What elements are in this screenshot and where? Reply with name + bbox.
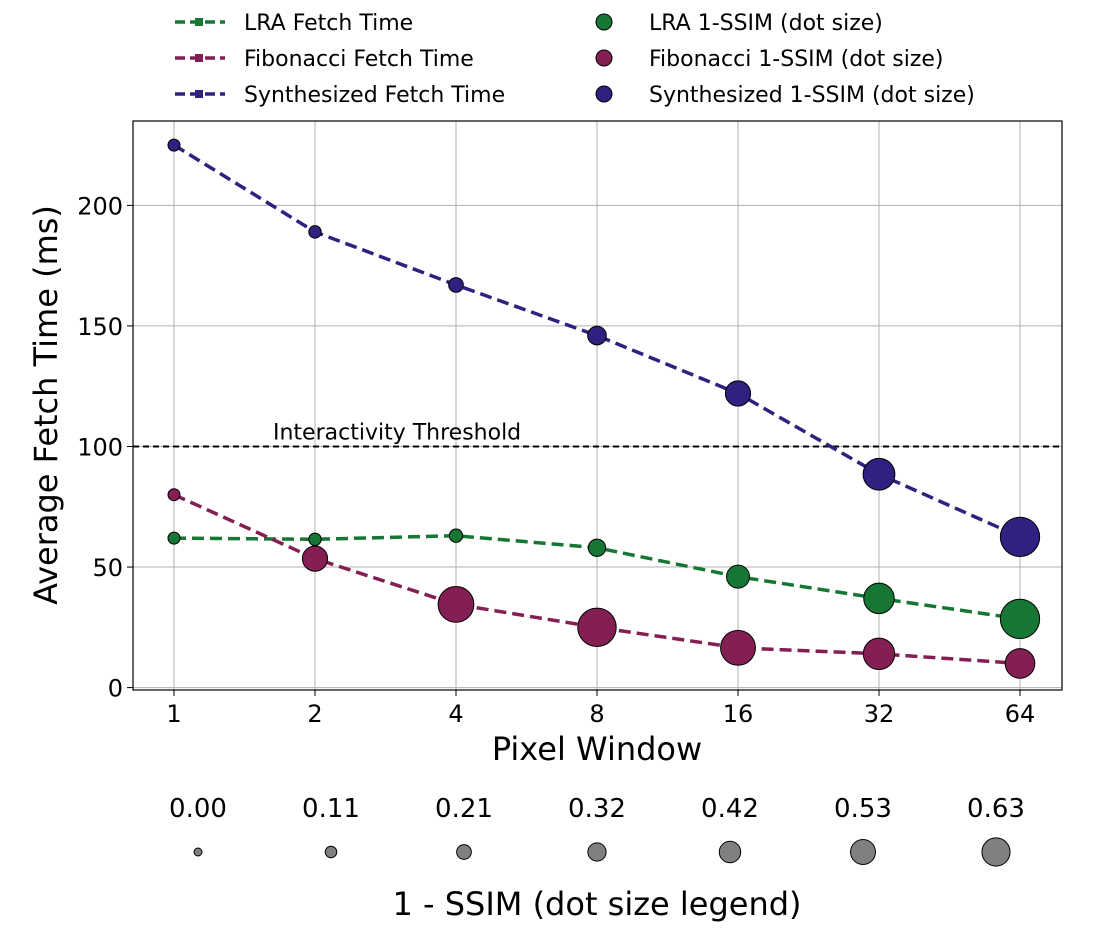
size-legend-label: 0.00 [169,794,227,824]
size-legend-dot [456,844,472,860]
size-legend-dot [981,837,1011,867]
size-legend-dot [193,847,203,857]
series-point [167,488,181,502]
series-point [308,532,322,547]
series-point [720,629,756,666]
x-axis-title: Pixel Window [492,730,702,768]
size-legend-dot [850,839,876,865]
y-tick-label: 150 [77,313,123,341]
legend-dot-swatch [595,13,613,31]
legend-marker-swatch [195,18,203,26]
series-point [863,582,895,615]
series-point [167,531,181,545]
legend-marker-swatch [195,54,203,62]
series-point [448,277,464,293]
x-tick-label: 64 [1005,700,1036,728]
series-point [726,564,750,589]
series-point [1004,648,1036,679]
legend-label: Fibonacci 1-SSIM (dot size) [649,47,944,72]
x-tick-label: 1 [166,700,181,728]
series-point [448,528,464,543]
series-point [724,380,752,407]
legend-dot-swatch [595,85,613,103]
series-point [862,457,896,491]
series-point [437,586,475,623]
x-tick-label: 4 [448,700,463,728]
legend-label: Synthesized Fetch Time [244,83,505,108]
size-legend: 0.00 0.11 0.21 0.32 0.42 0.53 0.63 [169,794,1025,867]
size-legend-label: 0.42 [701,794,759,824]
legend-label: Fibonacci Fetch Time [244,47,474,72]
legend-label: LRA Fetch Time [244,11,413,36]
series-point [587,325,607,346]
legend-label: LRA 1-SSIM (dot size) [649,11,883,36]
y-tick-label: 100 [77,433,123,461]
x-axis-ticks: 1 2 4 8 16 32 64 [166,690,1035,728]
size-legend-dot [718,840,742,864]
size-legend-dot [324,845,338,859]
legend-label: Synthesized 1-SSIM (dot size) [649,83,975,108]
legend: LRA Fetch Time LRA 1-SSIM (dot size) Fibon… [175,11,975,108]
series-dots [167,138,1041,679]
size-legend-label: 0.21 [435,794,493,824]
plot-area: Interactivity Threshold [132,120,1063,691]
size-legend-title: 1 - SSIM (dot size legend) [392,885,801,923]
series-point [167,138,181,152]
series-point [587,538,607,557]
y-tick-label: 50 [92,554,123,582]
y-axis-ticks: 0 50 100 150 200 [77,192,133,703]
series-point [862,637,896,671]
legend-marker-swatch [195,90,203,98]
series-point [577,607,617,648]
series-point [301,545,329,572]
legend-dot-swatch [595,49,613,67]
x-tick-label: 8 [589,700,604,728]
size-legend-label: 0.63 [967,794,1025,824]
series-point [308,225,322,239]
threshold-label: Interactivity Threshold [273,420,521,445]
y-axis-title: Average Fetch Time (ms) [27,205,65,605]
size-legend-dot [587,842,607,862]
x-tick-label: 2 [307,700,322,728]
size-legend-label: 0.11 [302,794,360,824]
x-tick-label: 32 [864,700,895,728]
series-point [999,516,1041,558]
x-tick-label: 16 [723,700,754,728]
y-tick-label: 0 [108,675,123,703]
size-legend-label: 0.53 [834,794,892,824]
size-legend-label: 0.32 [568,794,626,824]
y-tick-label: 200 [77,192,123,220]
series-point [999,598,1041,640]
